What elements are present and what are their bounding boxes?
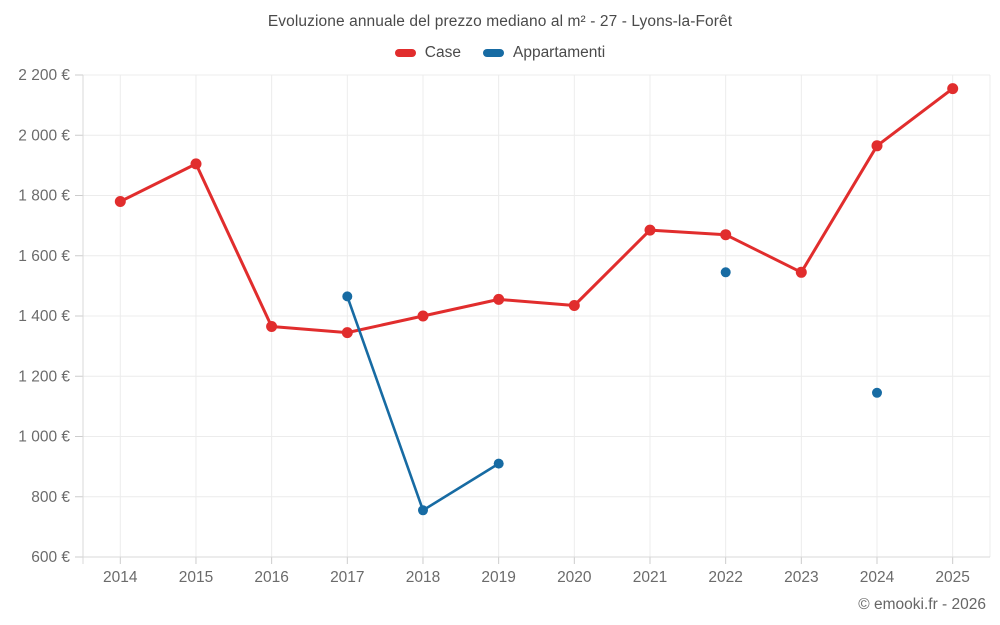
y-axis-tick-label: 1 400 € — [18, 308, 70, 325]
data-point-case-2025[interactable] — [947, 83, 959, 95]
y-axis-tick-label: 1 800 € — [18, 188, 70, 205]
x-axis-tick-label: 2018 — [406, 569, 440, 586]
appartamenti-series-swatch-icon — [482, 49, 504, 57]
legend-label-appartamenti: Appartamenti — [512, 44, 606, 61]
x-axis-tick-label: 2020 — [557, 569, 592, 586]
data-point-appartamenti-2017[interactable] — [342, 291, 353, 302]
data-point-appartamenti-2024[interactable] — [872, 387, 882, 398]
legend-item-case[interactable]: Case — [394, 44, 461, 62]
data-point-case-2024[interactable] — [871, 140, 883, 152]
data-point-case-2016[interactable] — [266, 321, 278, 332]
y-axis-tick-label: 1 000 € — [18, 429, 70, 446]
y-axis-tick-label: 2 200 € — [18, 67, 70, 84]
copyright-credit: © emooki.fr - 2026 — [858, 596, 986, 613]
data-point-appartamenti-2019[interactable] — [493, 458, 504, 469]
data-point-case-2019[interactable] — [493, 293, 505, 305]
data-point-case-2020[interactable] — [568, 300, 580, 311]
legend-item-appartamenti[interactable]: Appartamenti — [482, 44, 606, 62]
appartamenti-series-line — [347, 296, 877, 510]
x-axis-tick-label: 2019 — [481, 569, 515, 586]
x-axis-tick-label: 2021 — [633, 569, 667, 586]
x-axis-tick-label: 2015 — [179, 569, 213, 586]
case-series-swatch-icon — [394, 49, 416, 57]
y-axis-tick-label: 2 000 € — [18, 127, 70, 144]
y-axis-tick-label: 800 € — [31, 489, 70, 506]
data-point-case-2015[interactable] — [190, 158, 202, 170]
legend-label-case: Case — [424, 44, 461, 61]
data-point-case-2017[interactable] — [341, 327, 353, 339]
data-point-appartamenti-2022[interactable] — [720, 267, 731, 278]
x-axis-tick-label: 2024 — [860, 569, 895, 586]
x-axis-tick-label: 2017 — [330, 569, 364, 586]
legend: Case Appartamenti — [0, 44, 1000, 62]
data-point-case-2022[interactable] — [720, 229, 732, 241]
y-axis-tick-label: 1 200 € — [18, 368, 70, 385]
data-point-case-2018[interactable] — [417, 310, 429, 322]
data-point-case-2023[interactable] — [795, 266, 807, 278]
chart-title: Evoluzione annuale del prezzo mediano al… — [267, 13, 733, 30]
x-axis-tick-label: 2016 — [254, 569, 288, 586]
case-series-line — [118, 87, 955, 335]
x-axis-tick-label: 2022 — [708, 569, 742, 586]
x-axis-tick-label: 2014 — [103, 569, 138, 586]
data-point-case-2014[interactable] — [114, 196, 126, 207]
y-axis-tick-label: 600 € — [31, 549, 70, 566]
data-point-case-2021[interactable] — [644, 224, 656, 236]
data-point-appartamenti-2018[interactable] — [418, 505, 428, 516]
y-axis-tick-label: 1 600 € — [18, 248, 70, 265]
x-axis-tick-label: 2025 — [935, 569, 969, 586]
x-axis-tick-label: 2023 — [784, 569, 818, 586]
